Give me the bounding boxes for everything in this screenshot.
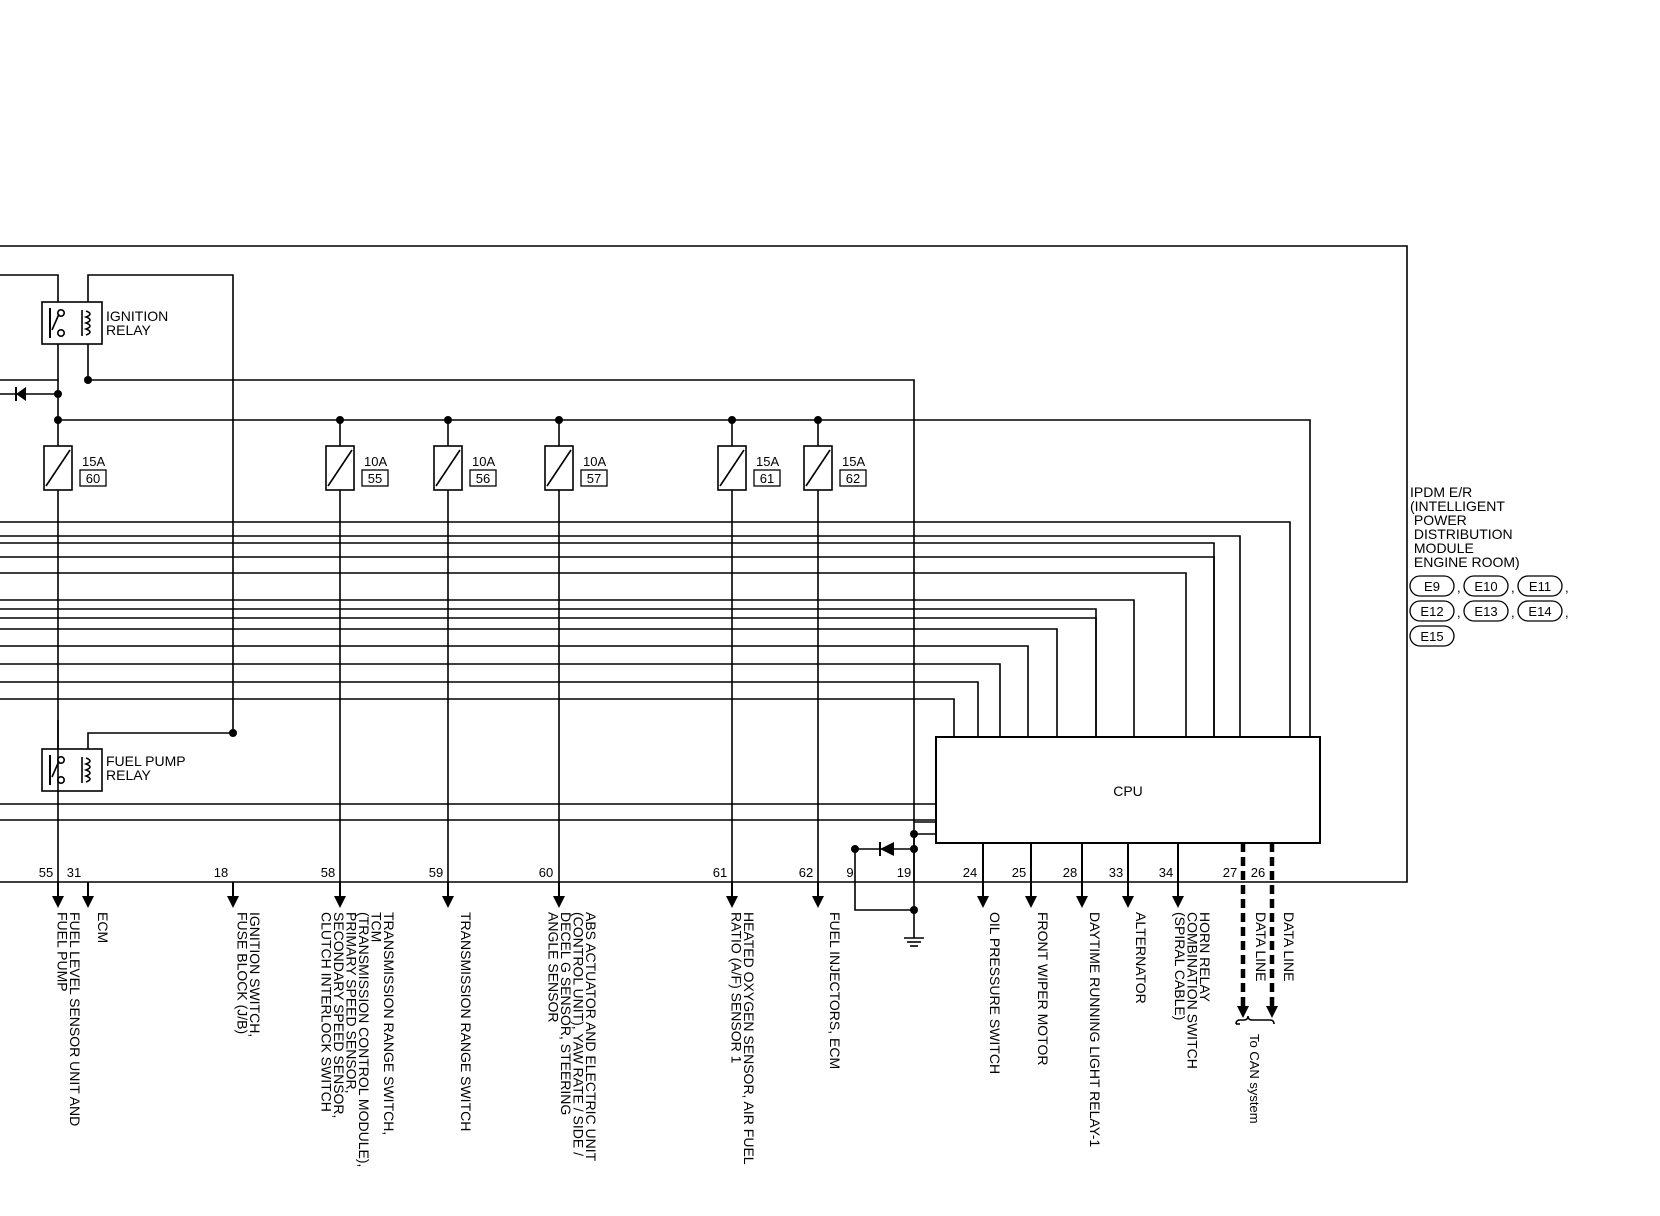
pin-34: 34 bbox=[1159, 865, 1173, 880]
pin-26: 26 bbox=[1251, 865, 1265, 880]
cpu-label: CPU bbox=[1113, 783, 1143, 799]
ground-circuit bbox=[851, 821, 936, 947]
svg-text:E14: E14 bbox=[1528, 604, 1551, 619]
destination-label: ECM bbox=[95, 912, 111, 943]
pin-59: 59 bbox=[429, 865, 443, 880]
fuse-number: 57 bbox=[587, 471, 601, 486]
connector-E12: E12, bbox=[1409, 600, 1461, 622]
connector-E10: E10, bbox=[1463, 575, 1515, 597]
destination-label: FUEL INJECTORS, ECM bbox=[827, 912, 843, 1069]
connector-E14: E14, bbox=[1517, 600, 1569, 622]
connector-E13: E13, bbox=[1463, 600, 1515, 622]
destination-label: DAYTIME RUNNING LIGHT RELAY-1 bbox=[1087, 912, 1103, 1147]
pin-60: 60 bbox=[539, 865, 553, 880]
fuse-amp: 15A bbox=[756, 454, 779, 469]
connector-E11: E11, bbox=[1517, 575, 1569, 597]
connector-E9: E9, bbox=[1409, 575, 1461, 597]
svg-text:E13: E13 bbox=[1474, 604, 1497, 619]
pin-33: 33 bbox=[1109, 865, 1123, 880]
can-system-label: To CAN system bbox=[1247, 1034, 1262, 1124]
fuse-number: 60 bbox=[86, 471, 100, 486]
left-diode bbox=[0, 387, 58, 401]
pin-62: 62 bbox=[799, 865, 813, 880]
fuel-pump-relay bbox=[41, 748, 103, 792]
connector-E15: E15 bbox=[1409, 625, 1455, 647]
svg-text:,: , bbox=[1565, 605, 1569, 620]
fuse-number: 56 bbox=[476, 471, 490, 486]
svg-text:E12: E12 bbox=[1420, 604, 1443, 619]
destination-label: ABS ACTUATOR AND ELECTRIC UNIT(CONTROL U… bbox=[546, 912, 600, 1162]
svg-text:E11: E11 bbox=[1529, 579, 1551, 594]
svg-text:,: , bbox=[1457, 605, 1461, 620]
svg-text:E10: E10 bbox=[1474, 579, 1497, 594]
fuse-amp: 10A bbox=[472, 454, 495, 469]
pin-9: 9 bbox=[846, 865, 853, 880]
pin-55: 55 bbox=[39, 865, 53, 880]
fuse-amp: 15A bbox=[82, 454, 105, 469]
ignition-relay-label: IGNITION RELAY bbox=[106, 308, 168, 338]
pin-18: 18 bbox=[214, 865, 228, 880]
pin-28: 28 bbox=[1063, 865, 1077, 880]
fuse-amp: 10A bbox=[583, 454, 606, 469]
fuel-pump-relay-label: FUEL PUMP RELAY bbox=[106, 753, 186, 783]
pin-27: 27 bbox=[1223, 865, 1237, 880]
svg-text:,: , bbox=[1511, 605, 1515, 620]
svg-text:,: , bbox=[1457, 580, 1461, 595]
pin-31: 31 bbox=[67, 865, 81, 880]
ignition-relay bbox=[41, 301, 103, 345]
fuse-amp: 10A bbox=[364, 454, 387, 469]
destination-label: DATA LINE bbox=[1281, 912, 1297, 982]
pin-19: 19 bbox=[897, 865, 911, 880]
destination-label: HEATED OXYGEN SENSOR, AIR FUELRATIO (A/F… bbox=[729, 912, 758, 1165]
can-bracket bbox=[1235, 1015, 1275, 1025]
destination-label: HORN RELAYCOMBINATION SWITCH(SPIRAL CABL… bbox=[1172, 912, 1213, 1069]
pin-24: 24 bbox=[963, 865, 977, 880]
destination-label: FRONT WIPER MOTOR bbox=[1035, 912, 1051, 1065]
svg-text:E9: E9 bbox=[1424, 579, 1440, 594]
fuse-number: 55 bbox=[368, 471, 382, 486]
fuse-number: 61 bbox=[760, 471, 774, 486]
destination-label: FUEL LEVEL SENSOR UNIT ANDFUEL PUMP bbox=[55, 912, 84, 1126]
destination-label: OIL PRESSURE SWITCH bbox=[987, 912, 1003, 1074]
fuse-number: 62 bbox=[846, 471, 860, 486]
svg-text:,: , bbox=[1565, 580, 1569, 595]
svg-text:E15: E15 bbox=[1420, 629, 1443, 644]
destination-label: DATA LINE bbox=[1253, 912, 1269, 982]
svg-text:,: , bbox=[1511, 580, 1515, 595]
ipdm-module-outline bbox=[0, 245, 1408, 883]
destination-label: IGNITION SWITCH,FUSE BLOCK (J/B) bbox=[235, 912, 264, 1037]
destination-label: TRANSMISSION RANGE SWITCH,TCM(TRANSMISSI… bbox=[319, 912, 398, 1167]
pin-58: 58 bbox=[321, 865, 335, 880]
fuse-amp: 15A bbox=[842, 454, 865, 469]
pin-25: 25 bbox=[1012, 865, 1026, 880]
pin-61: 61 bbox=[713, 865, 727, 880]
destination-label: TRANSMISSION RANGE SWITCH bbox=[458, 912, 474, 1131]
ipdm-module-label: IPDM E/R (INTELLIGENT POWER DISTRIBUTION … bbox=[1410, 484, 1520, 570]
destination-label: ALTERNATOR bbox=[1133, 912, 1149, 1004]
